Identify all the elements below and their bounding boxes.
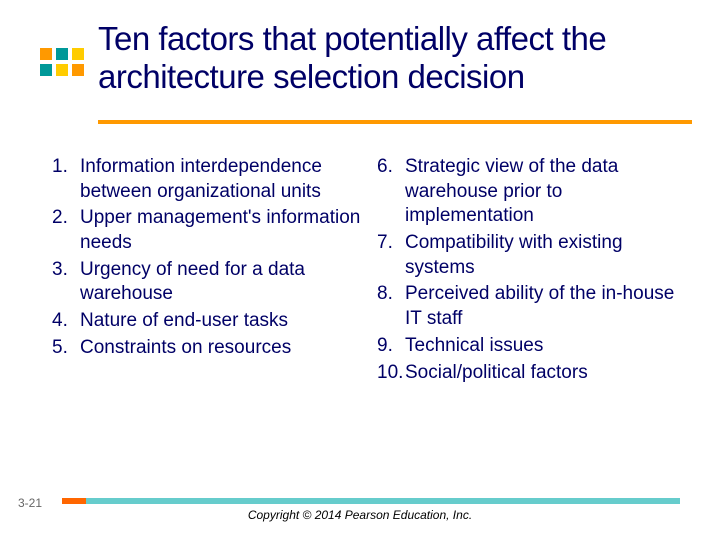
list-item: Information interdependence between orga… [52, 155, 365, 204]
list-item: Urgency of need for a data warehouse [52, 258, 365, 307]
copyright-text: Copyright © 2014 Pearson Education, Inc. [0, 508, 720, 522]
slide: Ten factors that potentially affect the … [0, 0, 720, 540]
list-item: Upper management's information needs [52, 206, 365, 255]
list-item: Strategic view of the data warehouse pri… [377, 155, 690, 229]
footer-accent-left [62, 498, 86, 504]
decorative-squares [40, 48, 88, 80]
slide-title: Ten factors that potentially affect the … [98, 20, 690, 96]
square-icon [72, 48, 84, 60]
list-item: Technical issues [377, 334, 690, 359]
title-underline [98, 120, 692, 124]
list-item: Perceived ability of the in-house IT sta… [377, 282, 690, 331]
list-item: Constraints on resources [52, 336, 365, 361]
square-icon [72, 64, 84, 76]
content-area: Information interdependence between orga… [52, 155, 690, 387]
footer-accent-right [86, 498, 680, 504]
list-item: Compatibility with existing systems [377, 231, 690, 280]
square-icon [40, 48, 52, 60]
square-icon [40, 64, 52, 76]
left-column: Information interdependence between orga… [52, 155, 371, 387]
right-column: Strategic view of the data warehouse pri… [371, 155, 690, 387]
list-item: Nature of end-user tasks [52, 309, 365, 334]
square-icon [56, 48, 68, 60]
factors-list-left: Information interdependence between orga… [52, 155, 365, 361]
list-item: Social/political factors [377, 361, 690, 386]
square-icon [56, 64, 68, 76]
footer-bar [62, 498, 680, 504]
title-area: Ten factors that potentially affect the … [40, 20, 690, 96]
factors-list-right: Strategic view of the data warehouse pri… [377, 155, 690, 385]
